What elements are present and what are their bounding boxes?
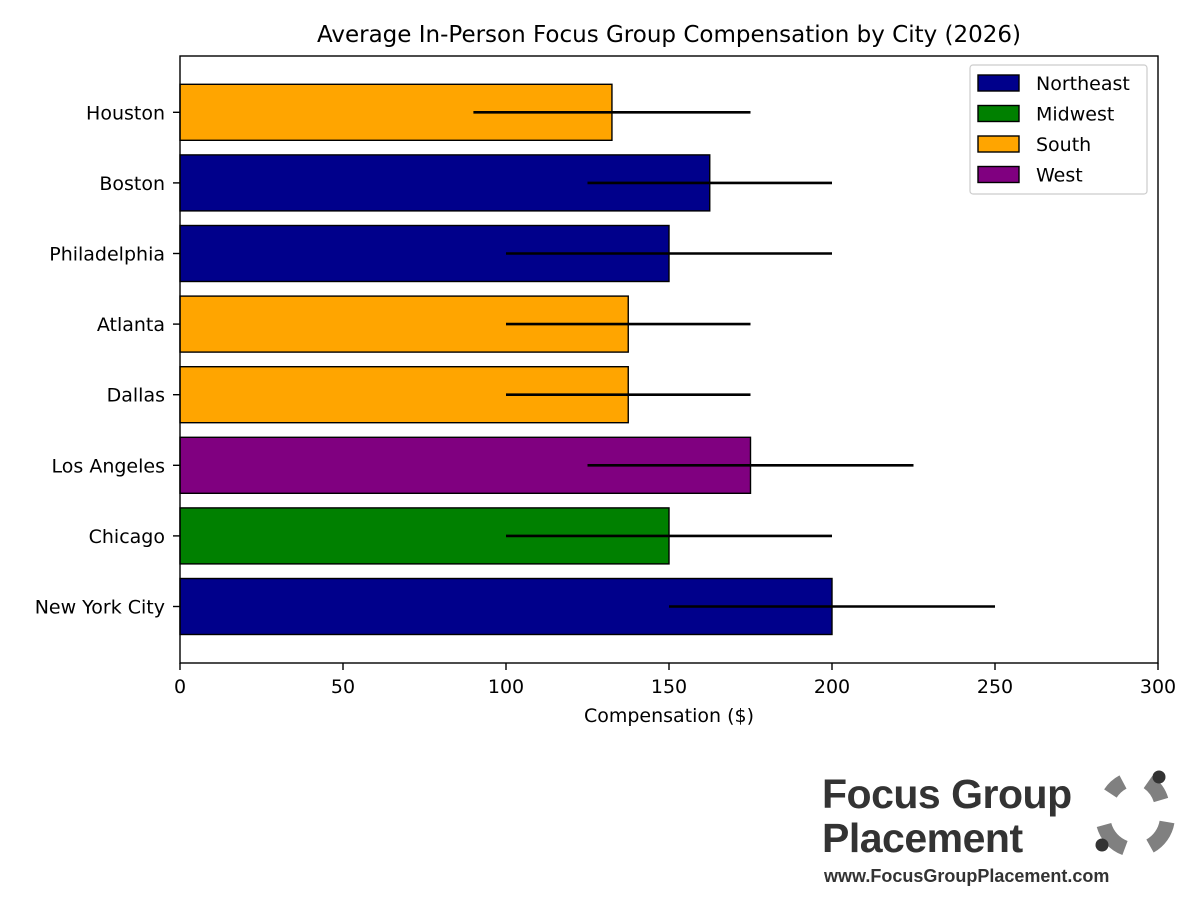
x-tick-label: 50 bbox=[331, 676, 355, 698]
legend-swatch-midwest bbox=[977, 104, 1020, 123]
x-tick-label: 150 bbox=[651, 676, 687, 698]
legend-swatch-south bbox=[977, 135, 1020, 153]
x-tick-label: 100 bbox=[488, 676, 524, 698]
y-tick-label: Los Angeles bbox=[52, 455, 165, 477]
x-tick-label: 250 bbox=[977, 676, 1013, 698]
legend-label-northeast: Northeast bbox=[1036, 73, 1130, 95]
x-tick-label: 300 bbox=[1140, 676, 1176, 698]
logo-line-1: Focus Group bbox=[822, 771, 1072, 817]
error-bars-group bbox=[473, 111, 995, 608]
y-tick-label: Dallas bbox=[107, 385, 165, 407]
brand-logo: Focus Group Placement www.FocusGroupPlac… bbox=[822, 770, 1182, 895]
y-tick-label: Boston bbox=[99, 173, 165, 195]
y-tick-label: Houston bbox=[86, 102, 165, 124]
legend-label-midwest: Midwest bbox=[1036, 104, 1114, 126]
chart: Average In-Person Focus Group Compensati… bbox=[35, 22, 1176, 727]
legend: Northeast Midwest South West bbox=[969, 64, 1148, 195]
legend-label-south: South bbox=[1036, 134, 1091, 156]
legend-swatch-west bbox=[977, 165, 1020, 184]
logo-ring-icon bbox=[1095, 770, 1175, 856]
logo-url: www.FocusGroupPlacement.com bbox=[824, 866, 1110, 886]
legend-label-west: West bbox=[1036, 165, 1083, 187]
chart-title: Average In-Person Focus Group Compensati… bbox=[317, 22, 1021, 48]
x-axis: 0 50 100 150 200 250 300 bbox=[174, 663, 1176, 698]
x-tick-label: 200 bbox=[814, 676, 850, 698]
y-axis: New York City Chicago Los Angeles Dallas Atl… bbox=[35, 102, 180, 619]
y-tick-label: Atlanta bbox=[97, 314, 165, 336]
bars-group bbox=[179, 83, 833, 636]
plot-frame bbox=[179, 55, 1159, 664]
logo-wordmark: Focus Group Placement bbox=[822, 772, 1072, 860]
x-axis-label: Compensation ($) bbox=[584, 705, 754, 727]
legend-swatch-northeast bbox=[977, 74, 1020, 92]
y-tick-label: Philadelphia bbox=[49, 244, 165, 266]
logo-line-2: Placement bbox=[822, 815, 1023, 861]
y-tick-label: New York City bbox=[35, 597, 165, 619]
y-tick-label: Chicago bbox=[89, 526, 165, 548]
legend-frame bbox=[969, 64, 1148, 195]
x-tick-label: 0 bbox=[174, 676, 186, 698]
